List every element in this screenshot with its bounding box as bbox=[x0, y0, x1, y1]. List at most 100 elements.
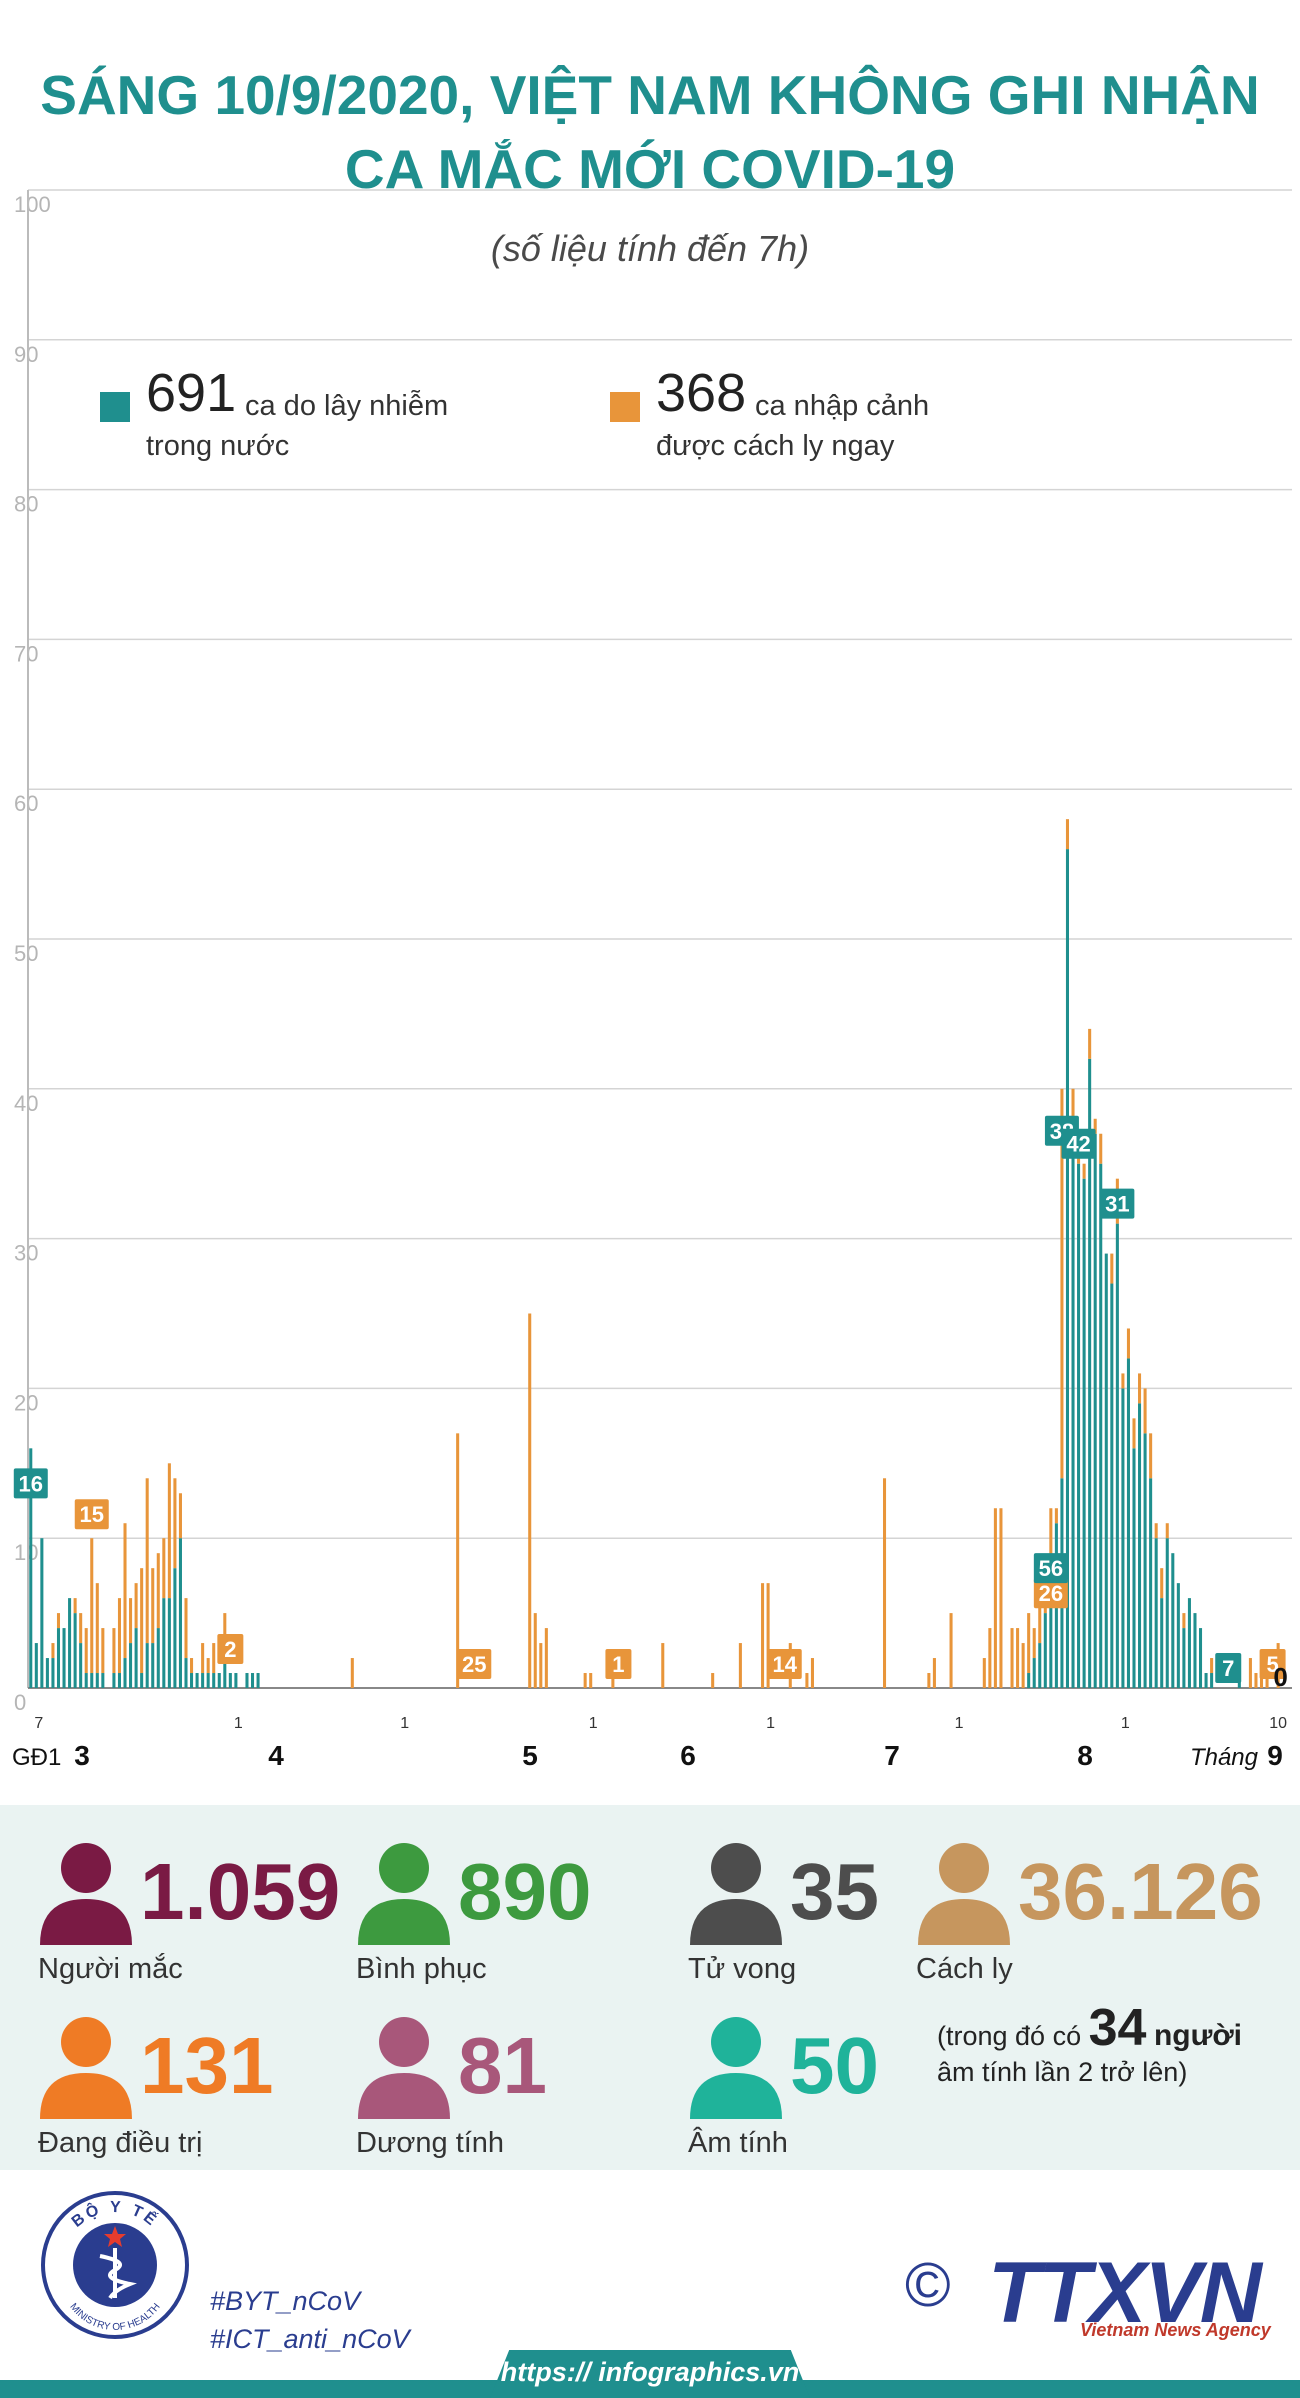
bar-imported bbox=[1027, 1613, 1031, 1674]
bar-imported bbox=[810, 1658, 814, 1688]
bar-imported bbox=[90, 1538, 94, 1674]
bar-imported bbox=[206, 1658, 210, 1674]
bar-domestic bbox=[51, 1658, 55, 1688]
chart-annotations: 16152251142656384231750 bbox=[13, 1115, 1288, 1692]
staff-icon bbox=[113, 2248, 117, 2298]
legend-imported-swatch bbox=[610, 392, 640, 422]
data-label: 56 bbox=[1039, 1556, 1063, 1581]
bar-domestic bbox=[73, 1613, 77, 1688]
vna-subtitle: Vietnam News Agency bbox=[1080, 2320, 1271, 2340]
bar-imported bbox=[1088, 1028, 1092, 1059]
y-tick-label: 90 bbox=[14, 342, 38, 367]
y-tick-label: 20 bbox=[14, 1390, 38, 1415]
negative-note: (trong đó có 34 người âm tính lần 2 trở … bbox=[937, 2002, 1242, 2090]
stat-binh-phuc-label: Bình phục bbox=[356, 1953, 487, 1985]
title-line-1: SÁNG 10/9/2020, VIỆT NAM KHÔNG GHI NHẬN bbox=[40, 64, 1260, 126]
data-label-box bbox=[605, 1649, 632, 1679]
data-label-box bbox=[1215, 1653, 1242, 1683]
bar-domestic bbox=[1115, 1223, 1119, 1688]
stat-dang-dieu-tri-label: Đang điều trị bbox=[38, 2127, 203, 2159]
data-label: 42 bbox=[1066, 1132, 1090, 1157]
person-icon bbox=[918, 1843, 1010, 1945]
bar-domestic bbox=[223, 1658, 227, 1688]
bar-domestic bbox=[1027, 1673, 1031, 1688]
bar-imported bbox=[1065, 819, 1069, 850]
subtitle: (số liệu tính đến 7h) bbox=[490, 228, 810, 269]
legend-imported-count: 368 bbox=[656, 363, 747, 423]
bar-imported bbox=[101, 1628, 105, 1674]
bar-imported bbox=[1060, 1088, 1064, 1479]
bar-imported bbox=[134, 1583, 138, 1629]
data-label-box bbox=[13, 1468, 48, 1499]
legend-imported-text-2: được cách ly ngay bbox=[656, 430, 895, 462]
bar-domestic bbox=[1171, 1553, 1175, 1688]
stat-duong-tinh-value: 81 bbox=[458, 2021, 547, 2110]
bar-imported bbox=[1021, 1643, 1025, 1688]
bar-domestic bbox=[84, 1673, 88, 1688]
bar-imported bbox=[112, 1628, 116, 1674]
bar-imported bbox=[73, 1598, 77, 1614]
bar-domestic bbox=[1138, 1403, 1142, 1688]
copyright-icon: © bbox=[905, 2251, 951, 2320]
day-tick-label: 1 bbox=[589, 1715, 598, 1732]
y-tick-label: 50 bbox=[14, 941, 38, 966]
note-pre: (trong đó có bbox=[937, 2021, 1082, 2051]
bar-imported bbox=[1082, 1163, 1086, 1179]
bar-domestic bbox=[29, 1448, 33, 1688]
bar-domestic bbox=[123, 1658, 127, 1688]
bar-domestic bbox=[178, 1538, 182, 1688]
bar-domestic bbox=[140, 1673, 144, 1688]
bar-imported bbox=[456, 1433, 460, 1688]
hashtag-ict: #ICT_anti_nCoV bbox=[210, 2324, 410, 2354]
bar-imported bbox=[988, 1628, 992, 1688]
bar-domestic bbox=[201, 1673, 205, 1688]
stat-nguoi-mac-value: 1.059 bbox=[140, 1847, 341, 1936]
bar-domestic bbox=[1077, 1163, 1081, 1688]
bar-domestic bbox=[1143, 1433, 1147, 1688]
bar-domestic bbox=[1104, 1253, 1108, 1688]
y-tick-label: 40 bbox=[14, 1091, 38, 1116]
bar-domestic bbox=[1187, 1598, 1191, 1688]
y-tick-label: 100 bbox=[14, 192, 51, 217]
bar-domestic bbox=[151, 1643, 155, 1688]
month-label: Tháng bbox=[1190, 1744, 1259, 1771]
bar-domestic bbox=[173, 1568, 177, 1688]
bar-imported bbox=[1265, 1673, 1269, 1688]
bar-imported bbox=[1071, 1088, 1075, 1119]
bar-imported bbox=[949, 1613, 953, 1688]
bar-domestic bbox=[1082, 1178, 1086, 1688]
bar-domestic bbox=[1182, 1628, 1186, 1688]
bar-imported bbox=[883, 1478, 887, 1688]
month-label: 5 bbox=[522, 1740, 538, 1771]
data-label: 5 bbox=[1266, 1652, 1278, 1677]
bar-domestic bbox=[1165, 1538, 1169, 1688]
data-label-box bbox=[767, 1649, 802, 1679]
stat-nguoi-mac-label: Người mắc bbox=[38, 1953, 183, 1985]
bar-domestic bbox=[190, 1673, 194, 1688]
data-label: 0 bbox=[1273, 1662, 1287, 1692]
page-title: SÁNG 10/9/2020, VIỆT NAM KHÔNG GHI NHẬN … bbox=[0, 58, 1300, 206]
stat-am-tinh-label: Âm tính bbox=[688, 2127, 788, 2159]
day-tick-label: 10 bbox=[1269, 1715, 1287, 1732]
bar-domestic bbox=[90, 1673, 94, 1688]
bar-imported bbox=[201, 1643, 205, 1674]
bar-domestic bbox=[212, 1673, 216, 1688]
month-label: 8 bbox=[1077, 1740, 1093, 1771]
ttxvn-logo: TTXVN bbox=[988, 2245, 1262, 2341]
bar-imported bbox=[1032, 1628, 1036, 1659]
bar-imported bbox=[766, 1583, 770, 1688]
star-icon bbox=[104, 2226, 126, 2247]
data-label: 31 bbox=[1105, 1192, 1129, 1217]
bar-domestic bbox=[1043, 1613, 1047, 1688]
bar-domestic bbox=[256, 1673, 260, 1688]
bar-imported bbox=[156, 1553, 160, 1629]
website-link[interactable]: https:// infographics.vn bbox=[500, 2357, 800, 2387]
bar-imported bbox=[1110, 1253, 1114, 1284]
bar-domestic bbox=[167, 1598, 171, 1688]
bar-imported bbox=[711, 1673, 715, 1688]
bar-domestic bbox=[1126, 1358, 1130, 1688]
bar-domestic bbox=[34, 1643, 38, 1688]
bar-imported bbox=[123, 1523, 127, 1659]
bar-imported bbox=[79, 1613, 83, 1644]
